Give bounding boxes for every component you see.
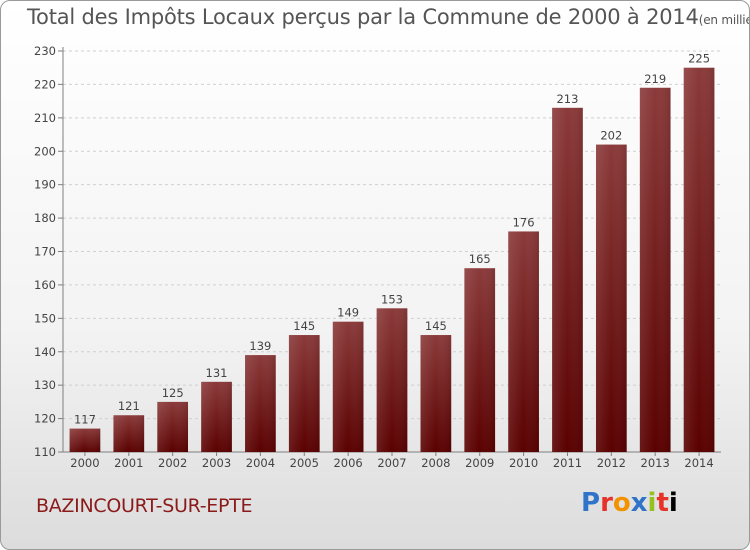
bar-shine-2008: [420, 335, 452, 452]
y-tick-label: 140: [34, 345, 56, 359]
bar-shine-2002: [157, 401, 189, 452]
value-label-2002: 125: [162, 386, 184, 400]
chart-title: Total des Impôts Locaux perçus par la Co…: [27, 5, 749, 29]
value-label-2004: 139: [249, 339, 271, 353]
y-tick-label: 190: [34, 178, 56, 192]
y-tick-label: 180: [34, 211, 56, 225]
x-tick-label-2003: 2003: [202, 456, 231, 470]
value-label-2007: 153: [381, 292, 403, 306]
value-label-2014: 225: [688, 52, 710, 66]
x-tick-label-2010: 2010: [509, 456, 538, 470]
x-tick-label-2004: 2004: [246, 456, 275, 470]
bar-shine-2013: [639, 87, 671, 452]
y-tick-label: 160: [34, 278, 56, 292]
x-tick-label-2013: 2013: [641, 456, 670, 470]
value-label-2009: 165: [469, 252, 491, 266]
x-tick-label-2000: 2000: [70, 456, 99, 470]
y-tick-label: 170: [34, 245, 56, 259]
x-tick-label-2009: 2009: [465, 456, 494, 470]
bar-shine-2012: [595, 144, 627, 453]
y-tick-label: 220: [34, 77, 56, 91]
value-label-2003: 131: [206, 366, 228, 380]
value-label-2001: 121: [118, 399, 140, 413]
chart-title-text: Total des Impôts Locaux perçus par la Co…: [27, 5, 699, 29]
bar-shine-2005: [288, 335, 320, 452]
value-label-2012: 202: [600, 129, 622, 143]
value-label-2005: 145: [293, 319, 315, 333]
chart-unit: (en milliers d'€): [698, 13, 749, 27]
y-tick-label: 200: [34, 144, 56, 158]
bar-shine-2004: [245, 355, 276, 452]
value-label-2010: 176: [513, 215, 535, 229]
x-tick-label-2008: 2008: [421, 456, 450, 470]
y-tick-label: 110: [34, 445, 56, 459]
x-tick-label-2011: 2011: [553, 456, 582, 470]
commune-name: BAZINCOURT-SUR-EPTE: [36, 495, 253, 517]
x-tick-label-2006: 2006: [333, 456, 362, 470]
value-label-2006: 149: [337, 306, 359, 320]
x-tick-label-2002: 2002: [158, 456, 187, 470]
bars: [69, 67, 715, 453]
bar-shine-2006: [332, 321, 364, 452]
value-label-2013: 219: [644, 72, 666, 86]
y-tick-label: 150: [34, 311, 56, 325]
bar-shine-2014: [683, 67, 715, 452]
x-tick-label-2014: 2014: [684, 456, 713, 470]
x-tick-label-2012: 2012: [597, 456, 626, 470]
bar-shine-2011: [552, 107, 583, 452]
y-tick-label: 120: [34, 412, 56, 426]
x-tick-label-2005: 2005: [290, 456, 319, 470]
bar-shine-2001: [113, 415, 145, 452]
value-label-2011: 213: [556, 92, 578, 106]
y-tick-label: 210: [34, 111, 56, 125]
bar-shine-2003: [201, 381, 232, 452]
bar-shine-2010: [508, 231, 539, 452]
bar-shine-2000: [69, 428, 101, 452]
value-label-2000: 117: [74, 413, 96, 427]
y-tick-label: 130: [34, 378, 56, 392]
proxiti-logo: Proxiti: [581, 488, 678, 518]
y-tick-label: 230: [34, 44, 56, 58]
x-tick-label-2007: 2007: [377, 456, 406, 470]
x-tick-label-2001: 2001: [114, 456, 143, 470]
bar-shine-2009: [464, 268, 496, 452]
bar-shine-2007: [376, 308, 408, 452]
labels: 110 120 130 140 150 160 170 180 190 200 210 220 230 1…: [34, 44, 714, 470]
value-label-2008: 145: [425, 319, 447, 333]
